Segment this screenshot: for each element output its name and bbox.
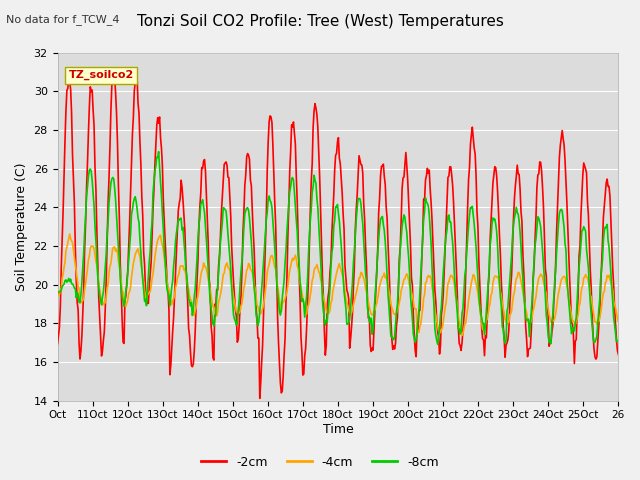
Text: TZ_soilco2: TZ_soilco2 [68,70,134,80]
Text: No data for f_TCW_4: No data for f_TCW_4 [6,14,120,25]
Legend: -2cm, -4cm, -8cm: -2cm, -4cm, -8cm [196,451,444,474]
Y-axis label: Soil Temperature (C): Soil Temperature (C) [15,162,28,291]
X-axis label: Time: Time [323,423,353,436]
Text: Tonzi Soil CO2 Profile: Tree (West) Temperatures: Tonzi Soil CO2 Profile: Tree (West) Temp… [136,14,504,29]
